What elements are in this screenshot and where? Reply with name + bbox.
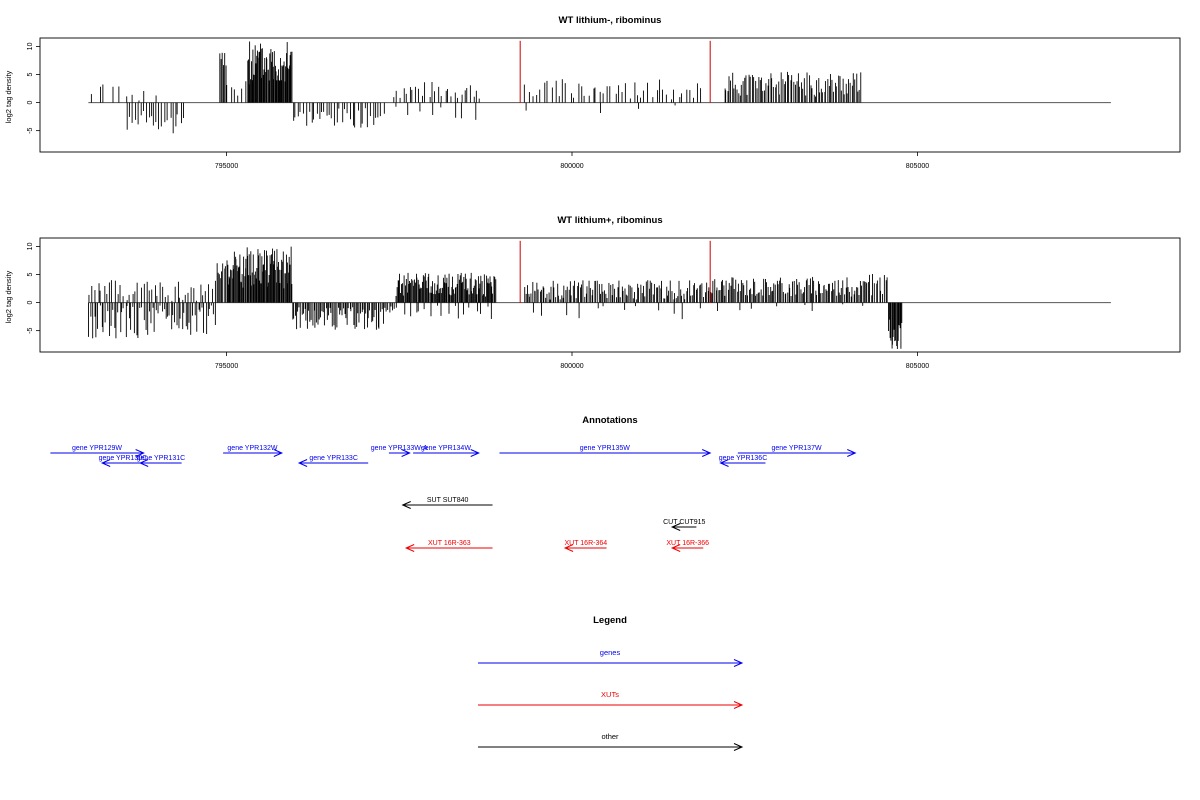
feature-label: gene YPR134W — [421, 445, 471, 452]
feature-label: SUT SUT840 — [427, 497, 469, 504]
plot-title-lithium-plus: WT lithium+, ribominus — [557, 215, 662, 226]
feature-label: gene YPR133W-A — [371, 445, 428, 452]
feature-label: XUT 16R-363 — [428, 540, 471, 547]
arrow-head — [138, 459, 149, 467]
arrow-head — [733, 743, 744, 751]
arrow-head — [847, 449, 857, 457]
annotation-feature: XUT 16R-363 — [404, 540, 493, 552]
annotation-feature: gene YPR132W — [223, 445, 284, 457]
feature-label: gene YPR130C — [99, 455, 148, 462]
annotation-feature: gene YPR133C — [297, 455, 369, 467]
x-tick-label: 805000 — [906, 163, 929, 170]
arrow-head — [404, 544, 415, 552]
arrow-head — [297, 459, 308, 467]
feature-label: gene YPR135W — [580, 445, 630, 452]
x-tick-label: 795000 — [215, 363, 238, 370]
arrow-head — [733, 701, 744, 709]
legend: Legend genes XUTs other — [478, 615, 744, 751]
legend-label: other — [601, 732, 619, 741]
annotation-feature: gene YPR133W-A — [371, 445, 428, 457]
feature-label: XUT 16R-366 — [666, 540, 709, 547]
feature-label: XUT 16R-364 — [564, 540, 607, 547]
legend-label: XUTs — [601, 690, 619, 699]
axes-lithium-plus: -5 0 5 10 795000 800000 805000 — [27, 237, 1181, 370]
annotation-feature: XUT 16R-364 — [563, 540, 607, 552]
arrow-head — [401, 501, 411, 509]
arrow-head — [100, 459, 111, 467]
arrow-head — [733, 659, 744, 667]
feature-label: gene YPR133C — [309, 455, 358, 462]
arrow-head — [135, 449, 145, 457]
annotation-feature: gene YPR130C — [99, 455, 148, 467]
y-tick-label: -5 — [27, 327, 34, 333]
annotation-feature: gene YPR131C — [137, 455, 186, 467]
annotations-title: Annotations — [582, 415, 637, 426]
feature-label: gene YPR129W — [72, 445, 122, 452]
bars-lithium-minus — [88, 40, 1111, 134]
annotation-feature: gene YPR134W — [413, 445, 480, 457]
feature-label: gene YPR132W — [227, 445, 277, 452]
y-axis-label-lithium-minus: log2 tag density — [4, 70, 13, 123]
y-tick-label: 5 — [27, 72, 34, 76]
axes-lithium-minus: -5 0 5 10 795000 800000 805000 — [27, 37, 1181, 170]
annotation-feature: gene YPR135W — [499, 445, 712, 457]
legend-entry: genes — [478, 648, 744, 667]
y-tick-label: -5 — [27, 127, 34, 133]
feature-label: gene YPR136C — [719, 455, 768, 462]
density-plot-lithium-minus: WT lithium-, ribominus log2 tag density … — [4, 15, 1181, 170]
feature-label: CUT CUT915 — [663, 519, 705, 526]
feature-label: gene YPR137W — [772, 445, 822, 452]
legend-entries: genes XUTs other — [478, 648, 744, 751]
annotation-feature: XUT 16R-366 — [666, 540, 709, 552]
plot-frame — [39, 237, 1181, 353]
annotation-feature: CUT CUT915 — [663, 519, 706, 531]
arrow-head — [401, 449, 411, 457]
y-tick-label: 0 — [27, 301, 34, 305]
legend-entry: XUTs — [478, 690, 744, 709]
annotation-feature: gene YPR136C — [719, 455, 768, 467]
density-plot-lithium-plus: WT lithium+, ribominus log2 tag density … — [4, 215, 1181, 370]
x-tick-label: 795000 — [215, 163, 238, 170]
y-tick-label: 0 — [27, 101, 34, 105]
arrow-head — [670, 544, 681, 552]
arrow-head — [273, 449, 284, 457]
bars-lithium-plus — [88, 240, 1111, 349]
x-tick-label: 800000 — [560, 163, 583, 170]
annotation-feature: gene YPR129W — [50, 445, 145, 457]
y-tick-label: 5 — [27, 272, 34, 276]
legend-title: Legend — [593, 615, 627, 626]
arrow-head — [701, 449, 712, 457]
arrow-head — [670, 523, 681, 531]
legend-entry: other — [478, 732, 744, 751]
annotation-feature: gene YPR137W — [737, 445, 857, 457]
arrow-head — [719, 459, 729, 467]
plot-title-lithium-minus: WT lithium-, ribominus — [559, 15, 662, 26]
x-tick-label: 800000 — [560, 363, 583, 370]
arrow-head — [563, 544, 574, 552]
y-tick-label: 10 — [27, 42, 34, 50]
annotation-feature: SUT SUT840 — [401, 497, 493, 509]
y-axis-label-lithium-plus: log2 tag density — [4, 270, 13, 323]
legend-label: genes — [600, 648, 621, 657]
x-tick-label: 805000 — [906, 363, 929, 370]
plot-frame — [39, 37, 1181, 153]
y-tick-label: 10 — [27, 242, 34, 250]
arrow-head — [470, 449, 480, 457]
feature-label: gene YPR131C — [137, 455, 186, 462]
